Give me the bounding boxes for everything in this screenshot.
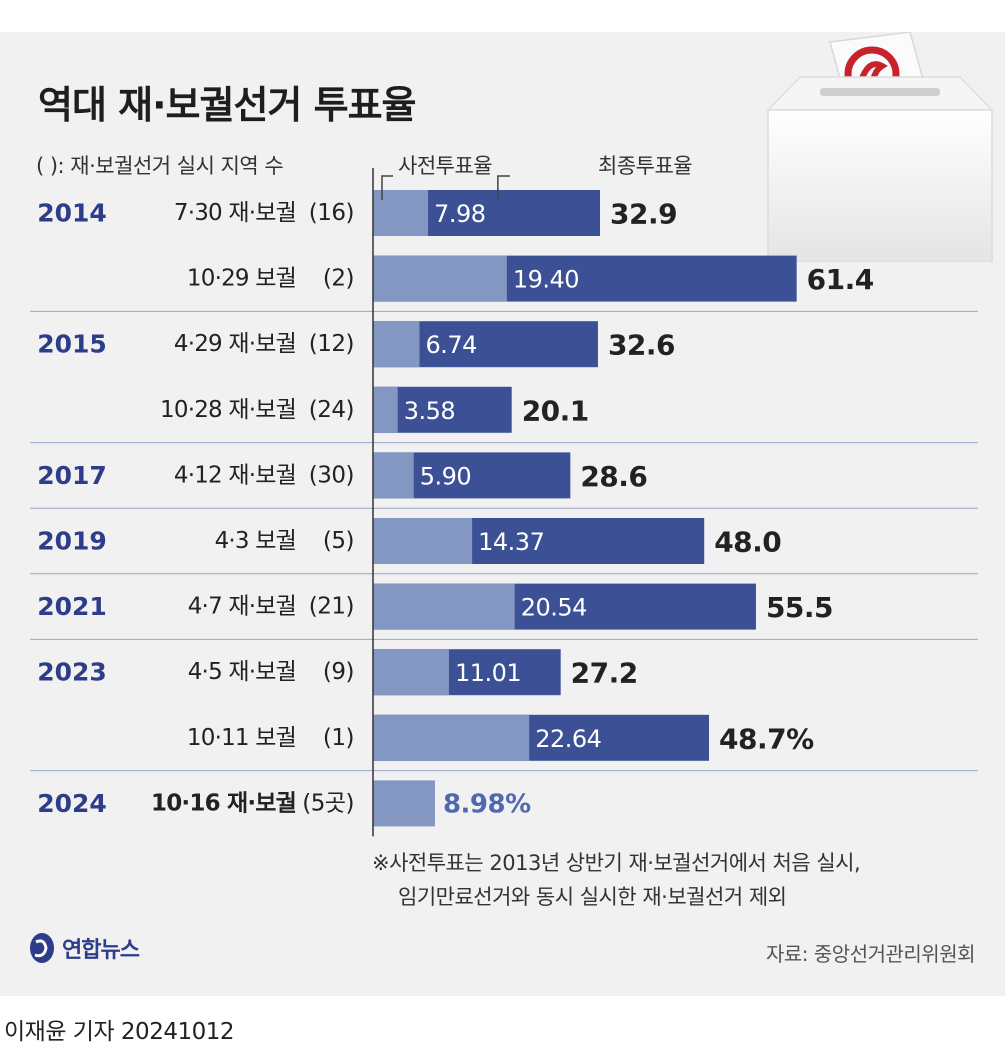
early-value-label: 11.01 [455,659,521,687]
early-bar [373,649,449,696]
legend-early-leader [381,175,393,200]
footnote: ※사전투표는 2013년 상반기 재·보궐선거에서 처음 실시, 임기만료선거와… [372,846,861,914]
ballot-box-illustration [766,32,994,262]
region-count-label: (9) [323,659,354,685]
final-value-label: 32.6 [608,329,675,362]
region-count-label: (5곳) [302,790,354,816]
year-label: 2019 [37,527,107,556]
early-value-label: 19.40 [513,266,579,294]
year-label: 2017 [37,461,107,490]
final-value-label: 32.9 [610,198,677,231]
election-label: 10·16 재·보궐 [151,790,296,816]
early-bar [373,780,435,827]
region-count-label: (24) [309,397,354,423]
election-label: 4·12 재·보궐 [174,462,296,488]
early-value-label: 3.58 [404,397,455,425]
early-value-label: 6.74 [426,331,477,359]
election-label: 4·29 재·보궐 [174,331,296,357]
early-value-label: 22.64 [535,725,601,753]
year-label: 2021 [37,592,107,621]
region-count-label: (1) [323,725,354,751]
region-count-label: (21) [309,594,354,620]
early-bar [373,255,507,302]
early-bar [373,321,420,368]
footnote-line-1: ※사전투표는 2013년 상반기 재·보궐선거에서 처음 실시, [372,851,861,875]
election-label: 4·3 보궐 [215,528,296,554]
region-count-label: (16) [309,200,354,226]
final-value-label: 28.6 [580,460,647,493]
final-value-label: 27.2 [571,657,638,690]
early-bar [373,583,515,630]
election-label: 10·29 보궐 [187,266,296,292]
chart-subtitle: ( ): 재·보궐선거 실시 지역 수 [36,154,284,178]
final-value-label: 48.0 [714,526,781,559]
region-count-label: (30) [309,462,354,488]
region-count-label: (2) [323,266,354,292]
election-label: 4·5 재·보궐 [188,659,296,685]
final-value-label: 20.1 [522,394,589,427]
year-label: 2015 [37,330,107,359]
legend-final-label: 최종투표율 [598,154,693,178]
region-count-label: (12) [309,331,354,357]
region-count-label: (5) [323,528,354,554]
election-label: 10·28 재·보궐 [160,397,296,423]
chart-title: 역대 재·보궐선거 투표율 [38,83,416,127]
byline: 이재윤 기자 20241012 [4,1019,235,1045]
yonhap-logo-text: 연합뉴스 [62,938,140,963]
yonhap-logo: 연합뉴스 [26,930,140,966]
year-label: 2024 [37,789,107,818]
year-label: 2023 [37,658,107,687]
final-value-label: 55.5 [766,591,833,624]
final-value-label: 61.4 [807,263,874,296]
election-label: 10·11 보궐 [187,725,296,751]
legend-final-leader [497,175,510,200]
footnote-line-2: 임기만료선거와 동시 실시한 재·보궐선거 제외 [398,885,787,909]
early-value-label: 5.90 [420,462,471,490]
early-bar [373,518,473,564]
early-value-label: 20.54 [521,594,587,622]
early-value-label: 14.37 [478,528,544,556]
early-bar [373,452,414,499]
year-label: 2014 [37,199,107,228]
early-value-label: 8.98% [443,789,531,819]
election-label: 4·7 재·보궐 [188,594,296,620]
election-label: 7·30 재·보궐 [174,200,296,226]
source-text: 자료: 중앙선거관리위원회 [766,942,976,966]
final-value-label: 48.7% [719,722,814,755]
yonhap-logo-icon [30,933,54,963]
legend-early-label: 사전투표율 [398,154,493,178]
early-value-label: 7.98 [434,200,485,228]
early-bar [373,386,398,433]
early-bar [373,714,530,761]
